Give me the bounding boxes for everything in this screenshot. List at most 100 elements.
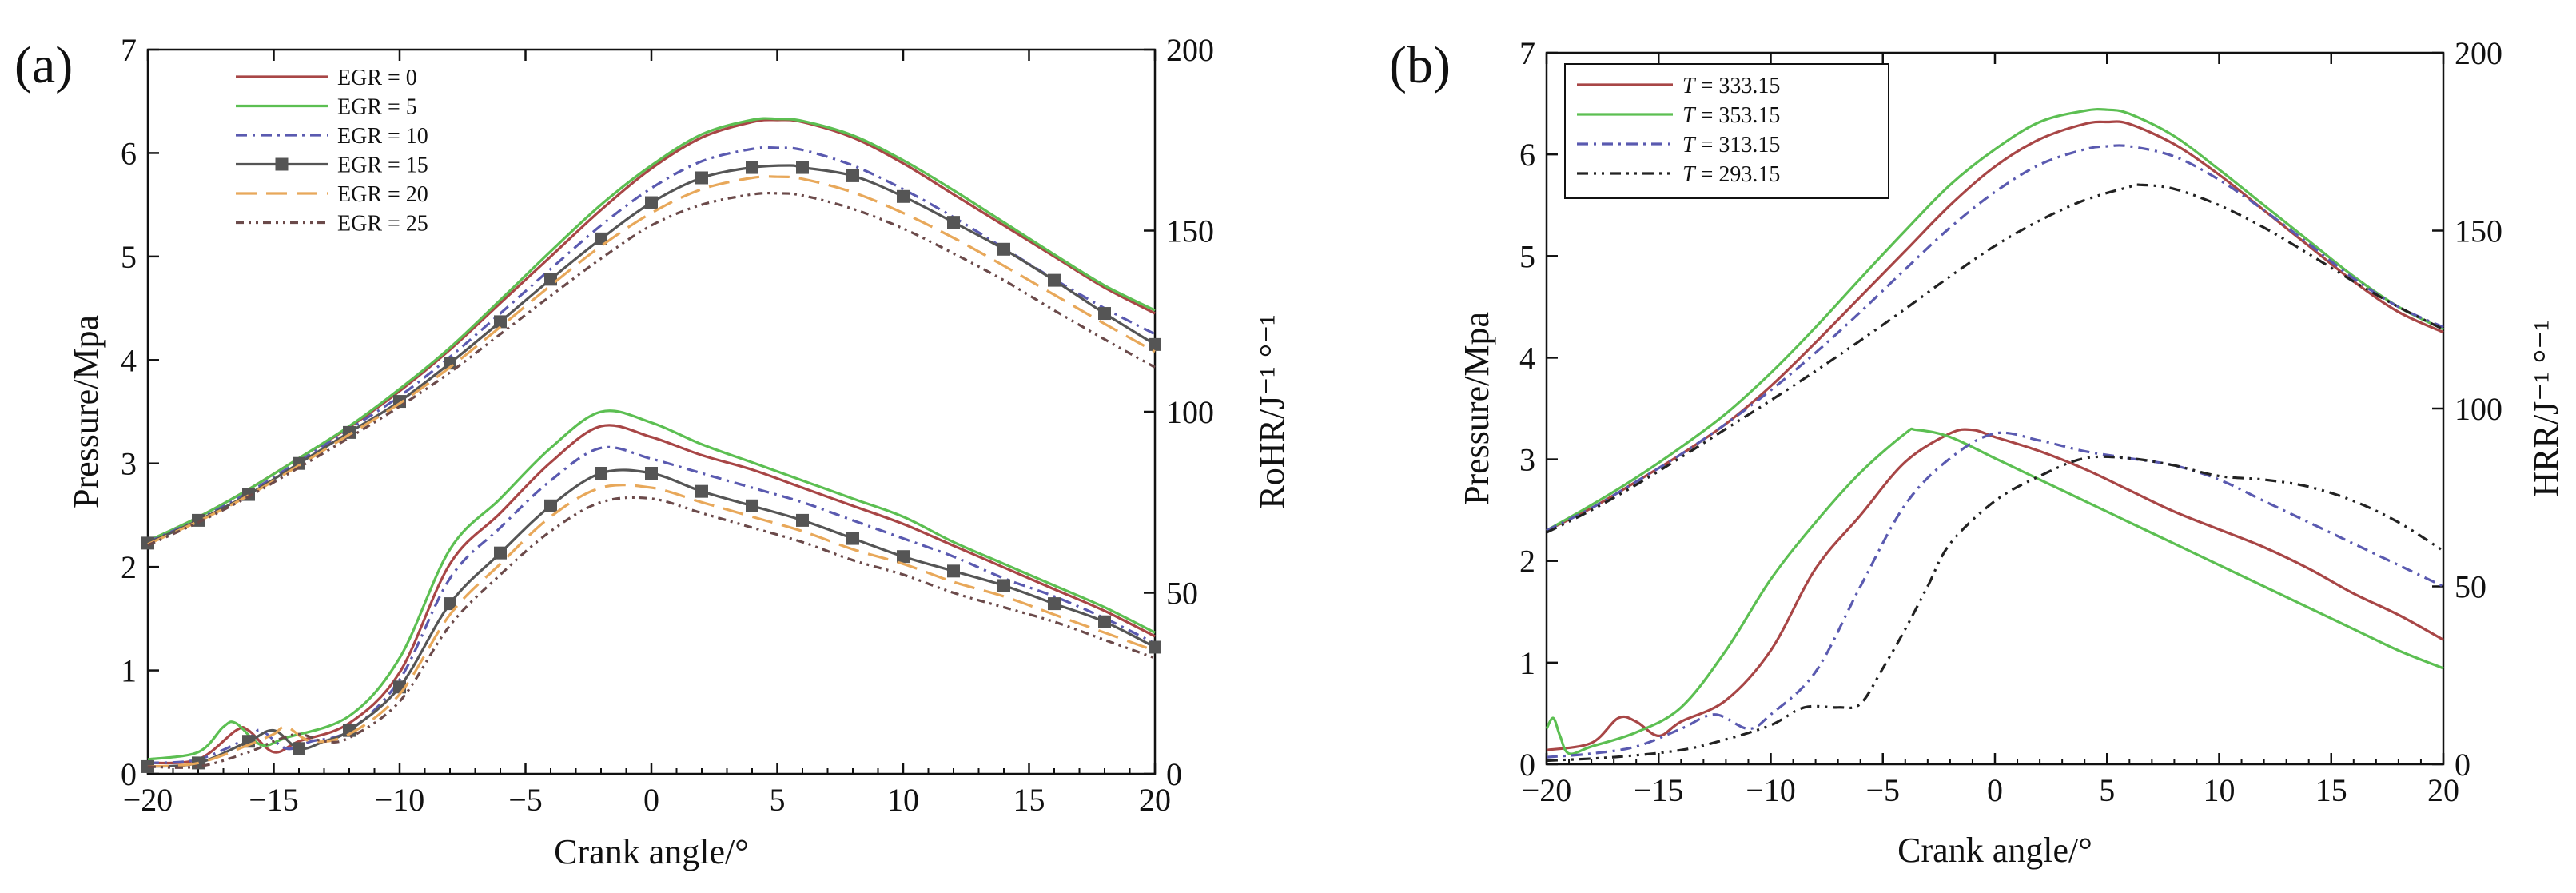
y-right-tick-label: 150	[1166, 213, 1214, 249]
heat-release-marker	[997, 579, 1010, 592]
y-left-tick-label: 0	[1519, 747, 1535, 783]
pressure-marker	[846, 169, 859, 182]
rohr-line-egr-10	[147, 445, 1156, 764]
pressure-marker	[796, 161, 809, 174]
y-right-tick-label: 100	[1166, 394, 1214, 430]
x-tick-label: 15	[2315, 772, 2347, 808]
x-tick-label: 5	[770, 782, 786, 818]
heat-release-marker	[846, 532, 859, 545]
legend-box	[1564, 63, 1889, 199]
x-tick-label: −20	[1522, 772, 1572, 808]
y-left-tick-label: 2	[1519, 544, 1535, 580]
heat-release-marker	[1098, 615, 1111, 628]
heat-release-marker	[947, 564, 960, 578]
y-left-tick-label: 0	[121, 756, 137, 792]
pressure-line-t-313-15	[1546, 144, 2444, 532]
y-left-tick-label: 6	[121, 135, 137, 171]
y-right-tick-label: 50	[2455, 569, 2486, 605]
heat-release-marker	[746, 499, 758, 512]
heat-release-marker	[544, 499, 557, 512]
pressure-marker	[897, 189, 910, 203]
legend-label: EGR = 15	[337, 153, 428, 178]
series-layer-b	[1545, 108, 2444, 763]
x-tick-label: −20	[123, 782, 173, 818]
pressure-marker	[595, 232, 607, 245]
y-axis-label-right-a: RoHR/J⁻¹ °⁻¹	[1252, 314, 1292, 508]
tick-marks-b	[1545, 51, 2445, 766]
y-right-tick-label: 150	[2455, 213, 2502, 249]
y-right-tick-label: 50	[1166, 576, 1198, 612]
x-tick-label: 20	[2427, 772, 2459, 808]
x-tick-label: −10	[375, 782, 425, 818]
legend-label: EGR = 0	[337, 66, 417, 90]
y-right-tick-label: 0	[1166, 756, 1182, 792]
legend-marker	[275, 157, 289, 171]
legend-label: T = 313.15	[1682, 133, 1780, 157]
rohr-line-egr-0	[147, 424, 1156, 765]
heat-release-marker	[645, 467, 658, 480]
y-left-tick-label: 5	[121, 239, 137, 275]
hrr-line-t-293-15	[1546, 455, 2444, 763]
y-right-tick-label: 0	[2455, 747, 2470, 783]
y-left-tick-label: 4	[121, 342, 137, 378]
pressure-marker	[695, 171, 708, 185]
heat-release-marker	[293, 742, 305, 755]
x-tick-label: 10	[2204, 772, 2236, 808]
panel-label-a: (a)	[14, 36, 73, 94]
hrr-line-t-313-15	[1546, 431, 2444, 759]
legend-label: EGR = 10	[337, 124, 428, 149]
y-left-tick-label: 6	[1519, 137, 1535, 173]
legend-label: T = 353.15	[1682, 103, 1780, 128]
panel-label-b: (b)	[1389, 36, 1451, 94]
y-left-tick-label: 7	[1519, 35, 1535, 71]
pressure-marker	[746, 161, 758, 174]
heat-release-marker	[1048, 597, 1061, 611]
legend-label: EGR = 20	[337, 182, 428, 207]
heat-release-marker	[695, 484, 708, 498]
x-tick-label: 0	[1987, 772, 2003, 808]
heat-release-marker	[1149, 640, 1161, 654]
y-axis-label-left-a: Pressure/Mpa	[66, 315, 106, 508]
pressure-marker	[997, 242, 1010, 256]
pressure-marker	[947, 216, 960, 229]
chart-panel-b: (b) −20 −15 −10 −5 0 5 10 15 2001234567050100150…	[1389, 35, 2566, 870]
y-left-tick-label: 2	[121, 549, 137, 585]
legend-label: T = 333.15	[1682, 74, 1780, 98]
pressure-line-egr-20	[147, 175, 1156, 546]
y-left-tick-label: 5	[1519, 238, 1535, 274]
x-tick-label: −15	[249, 782, 299, 818]
chart-panel-a: (a) −20 −15 −10 −5 0 5 10 15 2001234567050100150…	[14, 32, 1292, 871]
x-axis-label-a: Crank angle/°	[554, 832, 749, 871]
x-tick-label: −10	[1746, 772, 1796, 808]
hrr-line-t-333-15	[1546, 428, 2444, 751]
y-right-tick-label: 200	[2455, 35, 2502, 71]
x-tick-label: −15	[1634, 772, 1684, 808]
y-left-tick-label: 1	[121, 653, 137, 689]
x-tick-label: 0	[643, 782, 659, 818]
x-tick-label: 10	[887, 782, 919, 818]
heat-release-marker	[796, 513, 809, 527]
y-right-tick-label: 100	[2455, 391, 2502, 427]
x-tick-label: −5	[1865, 772, 1900, 808]
heat-release-marker	[897, 550, 910, 564]
y-left-tick-label: 3	[1519, 442, 1535, 478]
pressure-marker	[645, 196, 658, 209]
series-layer-a	[141, 117, 1161, 773]
y-left-tick-label: 7	[121, 32, 137, 68]
pressure-line-t-293-15	[1546, 183, 2444, 534]
pressure-line-egr-5	[147, 117, 1156, 543]
legend-a: EGR = 0 EGR = 5 EGR = 10 EGR = 15 EGR = 20 EG…	[236, 66, 428, 237]
pressure-line-egr-25	[147, 191, 1156, 547]
legend-label: EGR = 25	[337, 212, 428, 237]
legend-label: T = 293.15	[1682, 162, 1780, 187]
rohr-line-egr-25	[147, 496, 1156, 769]
y-left-tick-label: 4	[1519, 340, 1535, 376]
pressure-marker	[192, 513, 205, 527]
heat-release-marker	[595, 467, 607, 480]
x-tick-label: −5	[508, 782, 543, 818]
pressure-marker	[494, 315, 507, 329]
y-right-tick-label: 200	[1166, 32, 1214, 68]
